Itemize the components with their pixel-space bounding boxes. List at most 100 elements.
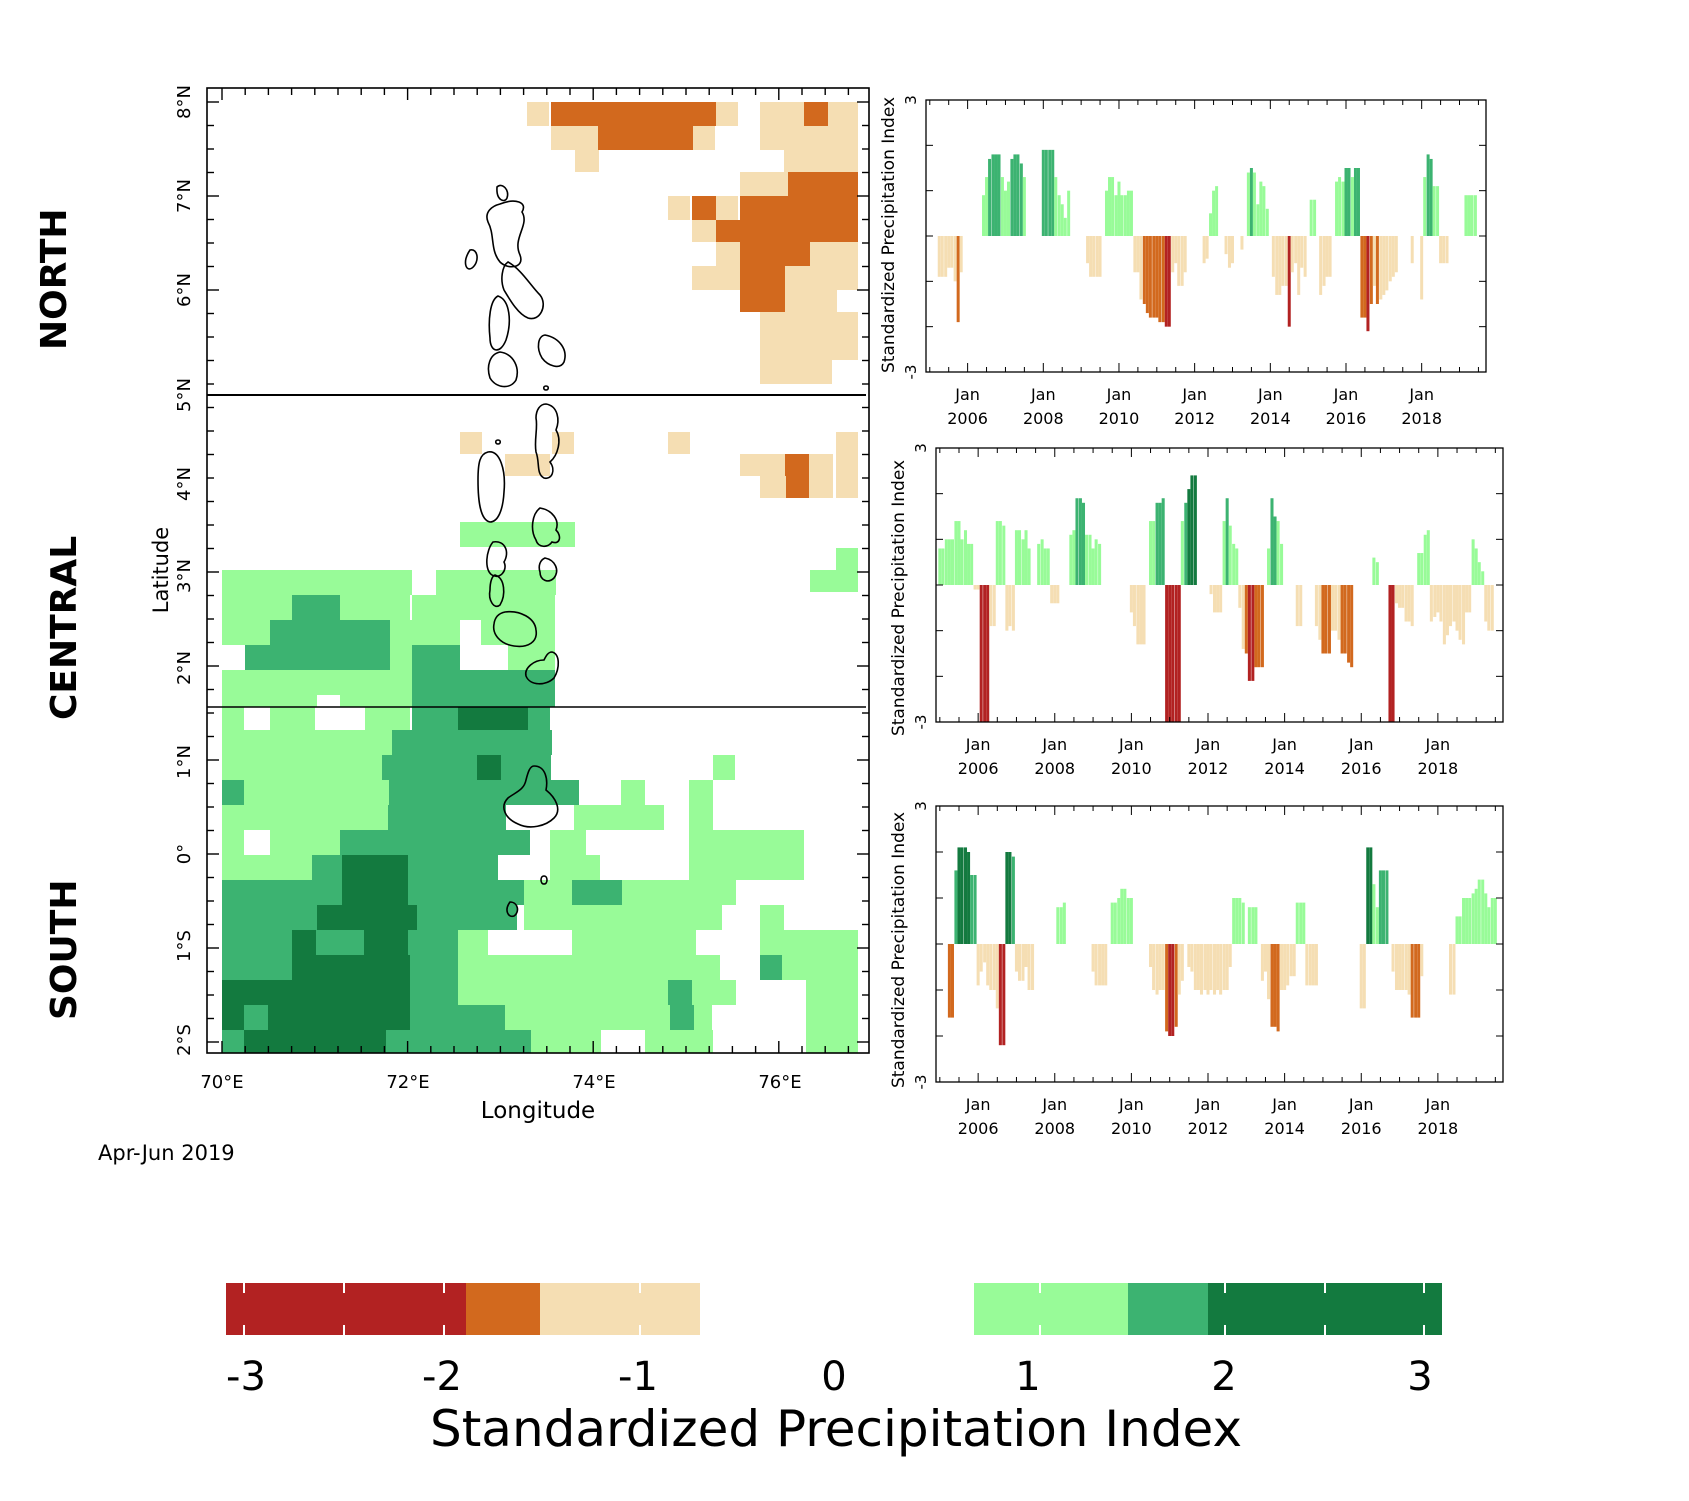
spi-cell bbox=[621, 780, 645, 805]
spi-bar bbox=[1057, 195, 1061, 236]
spi-bar bbox=[1398, 944, 1402, 990]
spi-cell bbox=[292, 595, 340, 620]
spi-bar bbox=[1187, 944, 1191, 967]
spi-bar bbox=[957, 521, 961, 585]
time-tick-label-year: 2012 bbox=[1188, 759, 1229, 778]
spi-bar bbox=[1309, 199, 1313, 236]
island-outline bbox=[534, 403, 560, 480]
spi-bar bbox=[1113, 902, 1117, 944]
spi-timeseries: 3 -3 Jan 2006 Jan 2008 Jan 2010 Jan 2012 Jan 2014 Ja… bbox=[879, 95, 1504, 1138]
spi-bar bbox=[1155, 502, 1159, 585]
spi-cell bbox=[222, 830, 244, 855]
spi-bar bbox=[1369, 236, 1373, 304]
map-xlabel: Longitude bbox=[481, 1098, 595, 1124]
spi-bar bbox=[1432, 186, 1436, 236]
spi-bar bbox=[1063, 217, 1067, 236]
spi-cell bbox=[528, 707, 550, 730]
spi-bar bbox=[963, 847, 968, 944]
spi-bar bbox=[1328, 236, 1332, 277]
spi-bar bbox=[1391, 236, 1395, 277]
spi-bar bbox=[1152, 944, 1156, 990]
spi-bar bbox=[1385, 236, 1389, 291]
spi-bar bbox=[1465, 585, 1469, 613]
island-outline bbox=[503, 765, 559, 828]
spi-bar bbox=[1148, 236, 1152, 318]
spi-bar bbox=[1436, 186, 1440, 236]
spi-bar bbox=[1445, 585, 1449, 636]
spi-cell bbox=[760, 126, 858, 150]
spi-bar bbox=[997, 154, 1001, 236]
spi-bar bbox=[959, 236, 963, 273]
island-outlines bbox=[464, 184, 566, 918]
island-outline bbox=[531, 507, 561, 548]
time-tick-label-year: 2010 bbox=[1111, 759, 1152, 778]
spi-bar bbox=[1319, 236, 1323, 295]
time-tick-label-year: 2006 bbox=[958, 759, 999, 778]
time-tick-label-month: Jan bbox=[1118, 1095, 1144, 1114]
spi-bar bbox=[1297, 236, 1301, 295]
spi-bar bbox=[1228, 525, 1232, 585]
time-tick-label-month: Jan bbox=[1425, 735, 1451, 754]
spi-cell bbox=[340, 695, 412, 707]
spi-bar bbox=[1196, 944, 1200, 990]
spi-bar bbox=[1305, 944, 1309, 986]
spi-bar bbox=[1129, 898, 1133, 944]
spi-bar bbox=[1104, 944, 1108, 986]
spi-bar bbox=[1347, 585, 1351, 663]
time-tick-label-month: Jan bbox=[1271, 735, 1297, 754]
spi-bar bbox=[1254, 585, 1258, 668]
spi-bar bbox=[1075, 498, 1079, 585]
spi-bar bbox=[1283, 944, 1287, 990]
spi-bar bbox=[983, 944, 987, 963]
spi-bar bbox=[1429, 585, 1433, 622]
timeseries-ylabel: Standardized Precipitation Index bbox=[889, 460, 909, 736]
spi-bar bbox=[1174, 585, 1178, 722]
spi-bar bbox=[1417, 944, 1421, 1018]
spi-bar bbox=[1002, 944, 1006, 1046]
spi-bar bbox=[970, 875, 974, 944]
spi-bar bbox=[1031, 944, 1035, 990]
spi-bar bbox=[1292, 944, 1296, 977]
spi-bar bbox=[1145, 236, 1149, 314]
spi-cell bbox=[408, 880, 524, 905]
spi-bar bbox=[1246, 172, 1250, 236]
spi-bar bbox=[1445, 236, 1449, 264]
spi-tick-label: -3 bbox=[902, 365, 920, 380]
time-tick-label-month: Jan bbox=[1348, 1095, 1374, 1114]
spi-bar bbox=[1085, 534, 1089, 585]
island-outline bbox=[477, 451, 506, 523]
spi-bar bbox=[1158, 236, 1162, 323]
spi-bar bbox=[1149, 944, 1153, 967]
spi-bar bbox=[950, 539, 954, 585]
spi-cell bbox=[551, 102, 716, 126]
spi-cell bbox=[222, 805, 244, 830]
spi-cell bbox=[575, 150, 599, 172]
island-outline bbox=[464, 249, 478, 270]
spi-bar bbox=[1091, 944, 1095, 972]
lat-tick-label: 2°S bbox=[174, 1024, 195, 1056]
spi-bar bbox=[1024, 944, 1028, 967]
spi-cell bbox=[388, 805, 506, 830]
spi-bar bbox=[1401, 944, 1405, 990]
spi-cell bbox=[222, 707, 244, 730]
spi-bar bbox=[1238, 585, 1242, 608]
spi-bar bbox=[1216, 585, 1220, 613]
spi-cell bbox=[222, 755, 382, 780]
spi-bar bbox=[1120, 888, 1124, 944]
spi-bar bbox=[1388, 585, 1392, 722]
spi-bar bbox=[1313, 199, 1317, 236]
spi-bar bbox=[1136, 236, 1140, 273]
spi-bar bbox=[1295, 585, 1299, 627]
spi-bar bbox=[1259, 181, 1263, 236]
time-tick-label-year: 2008 bbox=[1023, 409, 1064, 428]
spi-cell bbox=[692, 980, 736, 1005]
spi-cell bbox=[340, 830, 530, 855]
spi-cell bbox=[785, 454, 809, 476]
spi-bar bbox=[1129, 190, 1133, 236]
spi-cell bbox=[244, 980, 292, 1005]
spi-bar bbox=[954, 870, 958, 944]
colorbar-segments bbox=[226, 1283, 1442, 1335]
spi-bar bbox=[1027, 944, 1031, 990]
spi-bar bbox=[983, 585, 987, 722]
spi-cell bbox=[806, 1005, 858, 1030]
